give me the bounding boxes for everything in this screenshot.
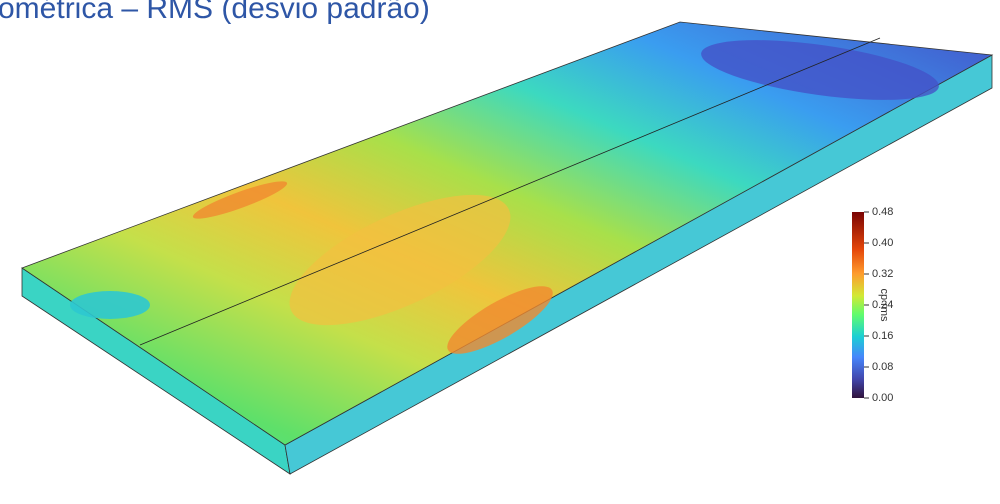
tick-label: 0.00 <box>872 392 893 404</box>
colorbar-label: cp rms <box>878 289 890 323</box>
colorbar <box>852 212 864 398</box>
tick-label: 0.24 <box>872 299 893 311</box>
tick-label: 0.32 <box>872 268 893 280</box>
tick-label: 0.16 <box>872 330 893 342</box>
model <box>21 21 994 475</box>
tick-label: 0.08 <box>872 361 893 373</box>
tick-label: 0.40 <box>872 237 893 249</box>
title: ométrica – RMS (desvio padrão) <box>0 0 430 25</box>
tick-label: 0.48 <box>872 206 893 218</box>
